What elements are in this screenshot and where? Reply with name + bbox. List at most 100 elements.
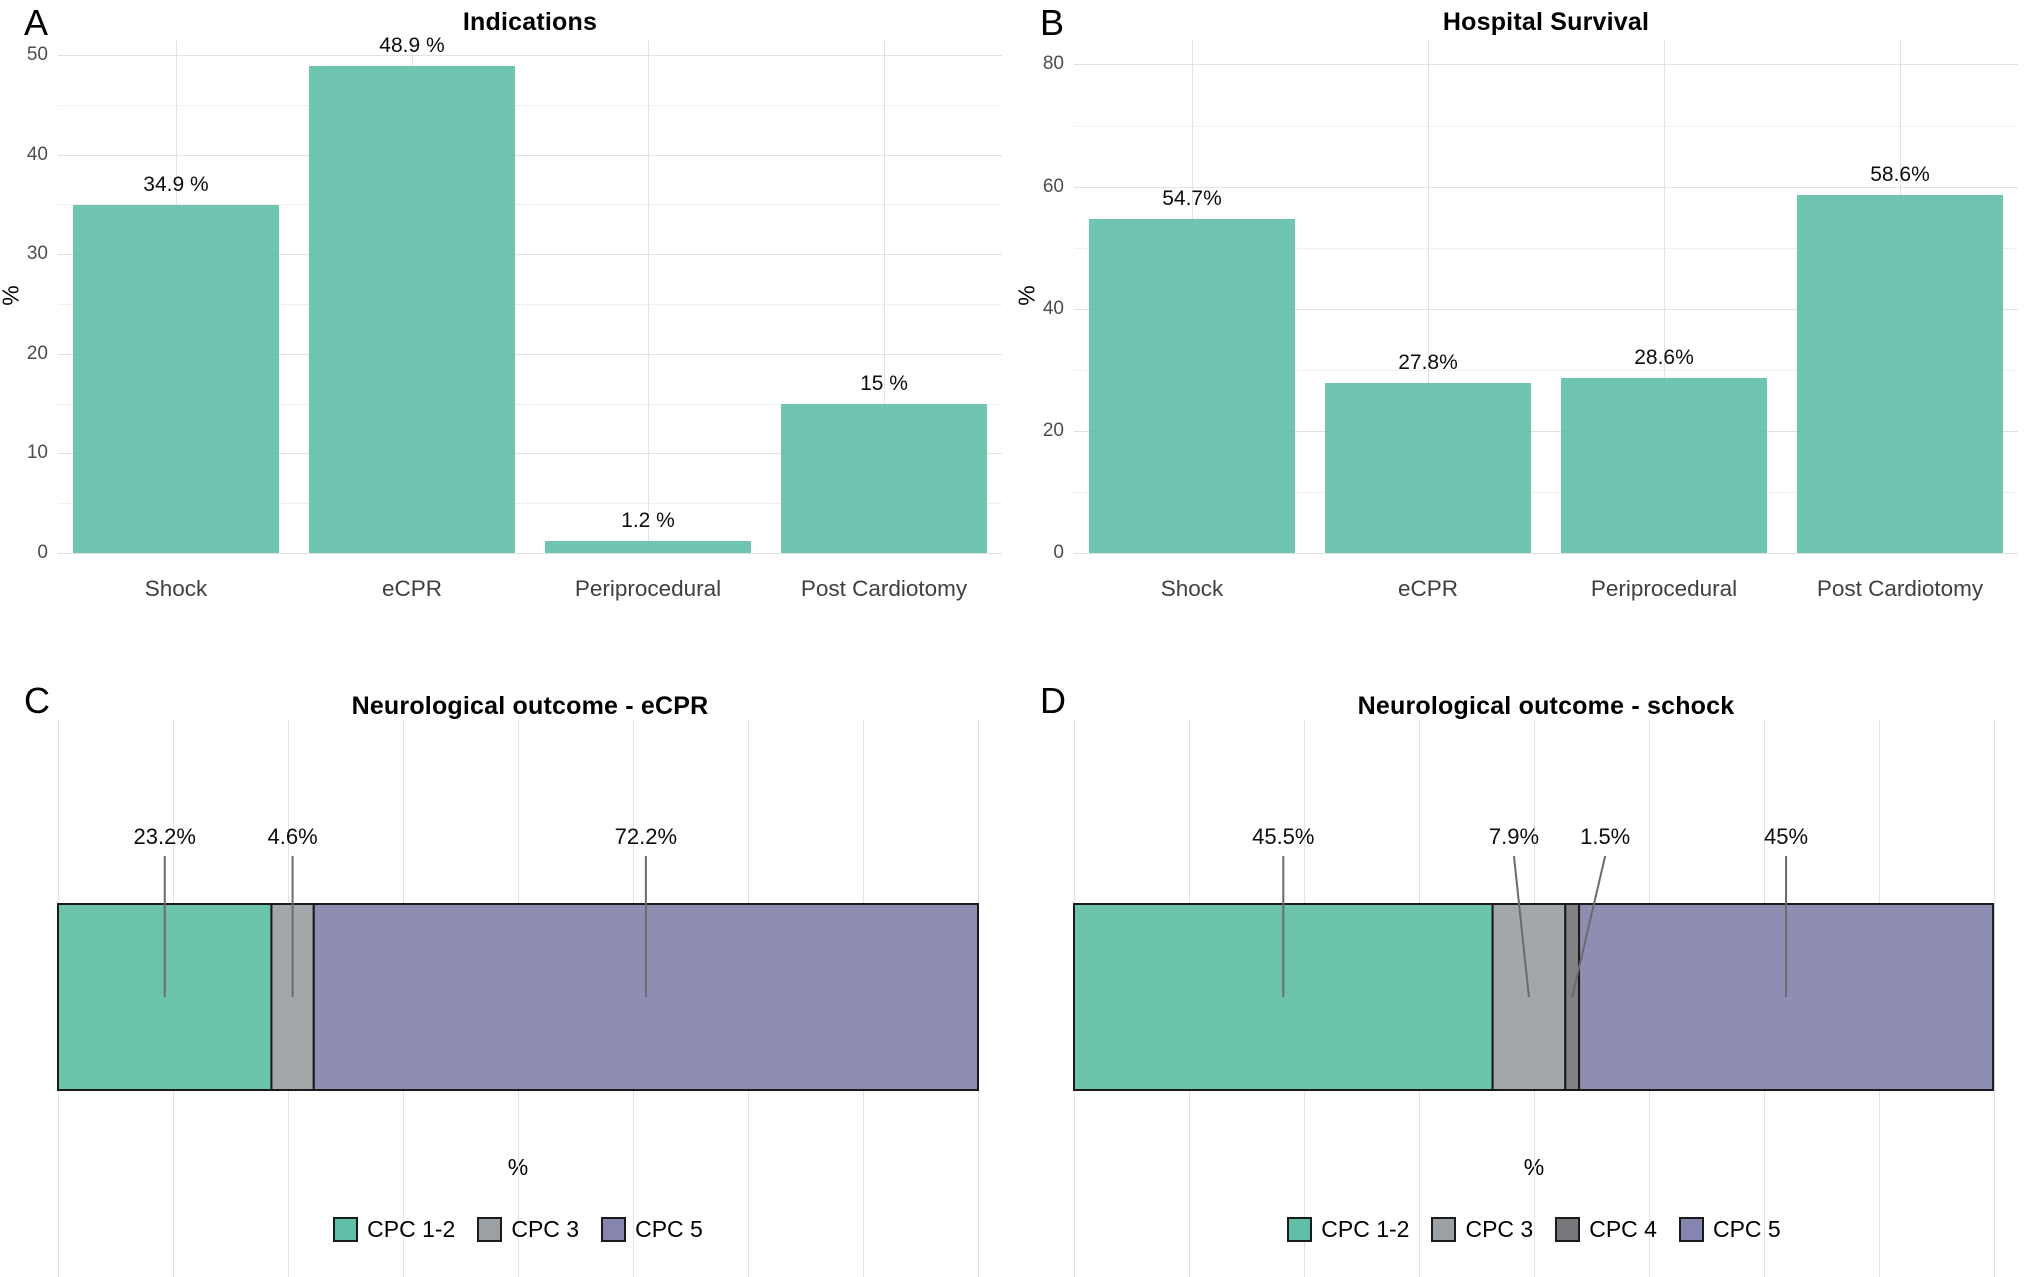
legend-item-cpc-1-2: CPC 1-2 — [333, 1216, 455, 1243]
legend-label: CPC 3 — [511, 1216, 580, 1242]
gridline-major — [58, 553, 1002, 554]
x-category-label: eCPR — [1397, 576, 1459, 601]
bar-post-cardiotomy — [1797, 195, 2003, 553]
chart-title-neuro-ecpr: Neurological outcome - eCPR — [351, 692, 709, 720]
gridline-vertical — [1664, 40, 1665, 553]
legend-key-cpc-3 — [1431, 1217, 1457, 1242]
panel-hospital-survival: B Hospital Survival % 0 20 40 60 80 Shock eCPR… — [1014, 0, 2032, 640]
bar-value-label: 34.9 % — [143, 173, 209, 197]
bar-periprocedural — [545, 541, 751, 553]
y-tick-label: 40 — [26, 143, 48, 165]
bar-value-label: 48.9 % — [379, 33, 445, 57]
gridline-major — [1074, 553, 2018, 554]
gridline-minor — [1074, 369, 2018, 371]
gridline-vertical — [1428, 40, 1429, 553]
bar-value-label: 54.7% — [1162, 186, 1222, 210]
gridline-major — [1074, 186, 2018, 188]
panel-indications: A Indications % 0 10 20 30 40 50 Shock eCPR Peri… — [0, 0, 1016, 640]
legend-label: CPC 5 — [635, 1216, 703, 1242]
label-leader-line — [1512, 855, 1530, 998]
x-category-label: Periprocedural — [1590, 576, 1738, 601]
legend-key-cpc-5 — [1678, 1217, 1704, 1242]
segment-label-cpc-4: 1.5% — [1580, 824, 1631, 849]
gridline-major — [58, 254, 1002, 256]
x-category-label: Shock — [1160, 576, 1224, 601]
legend-item-cpc-3: CPC 3 — [1431, 1216, 1533, 1243]
legend: CPC 1-2 CPC 3 CPC 4 CPC 5 — [1074, 1216, 1994, 1243]
segment-cpc-3 — [1491, 903, 1567, 1091]
x-category-label: Shock — [144, 576, 208, 601]
x-category-label: eCPR — [381, 576, 443, 601]
legend-item-cpc-4: CPC 4 — [1555, 1216, 1657, 1243]
panel-letter-c: C — [24, 680, 50, 721]
bar-ecpr — [1325, 383, 1531, 553]
segment-label-cpc-5: 72.2% — [614, 824, 678, 849]
panel-neuro-outcome-schock: D Neurological outcome - schock % 45.5% 7… — [1016, 640, 2032, 1277]
x-axis-title-c: % — [507, 1154, 529, 1180]
bar-shock — [73, 205, 279, 553]
gridline-minor — [1074, 491, 2018, 493]
legend-key-cpc-1-2 — [333, 1217, 359, 1242]
chart-title-hospital-survival: Hospital Survival — [1442, 8, 1650, 36]
legend-item-cpc-5: CPC 5 — [601, 1216, 703, 1243]
gridline-major — [58, 453, 1002, 455]
gridline-vertical — [648, 40, 649, 553]
y-tick-label: 10 — [26, 442, 48, 464]
gridline-major — [58, 54, 1002, 56]
panel-letter-d: D — [1040, 680, 1066, 721]
chart-title-neuro-schock: Neurological outcome - schock — [1357, 692, 1735, 720]
stacked-bar-svg — [57, 856, 979, 1091]
legend-label: CPC 1-2 — [367, 1216, 456, 1242]
gridline-minor — [58, 204, 1002, 206]
bar-ecpr — [309, 65, 515, 553]
segment-label-cpc-1-2: 23.2% — [133, 824, 196, 849]
legend-item-cpc-5: CPC 5 — [1678, 1216, 1781, 1243]
legend-item-cpc-1-2: CPC 1-2 — [1287, 1216, 1409, 1243]
gridline-minor — [1074, 247, 2018, 249]
panel-letter-b: B — [1040, 2, 1065, 43]
segment-label-cpc-1-2: 45.5% — [1252, 824, 1315, 849]
gridline-minor — [1074, 125, 2018, 127]
panel-letter-a: A — [24, 2, 49, 43]
plot-area-neuro-schock: 45.5% 7.9% 1.5% 45% CPC 1-2 CPC 3 CPC 4 CPC 5 — [1016, 640, 2032, 1277]
legend-item-cpc-3: CPC 3 — [477, 1216, 579, 1243]
gridline-minor — [58, 303, 1002, 305]
gridline-major — [1074, 308, 2018, 310]
x-axis-title-d: % — [1523, 1154, 1545, 1180]
plot-area-hospital-survival: 0 20 40 60 80 Shock eCPR Periprocedural Post Car… — [1016, 0, 2032, 640]
y-tick-label: 40 — [1042, 297, 1064, 319]
plot-area-indications: 0 10 20 30 40 50 Shock eCPR Periprocedural Post C… — [0, 0, 1016, 640]
label-leader-line — [1571, 855, 1607, 998]
bar-value-label: 1.2 % — [621, 509, 675, 533]
gridline-major — [1074, 64, 2018, 66]
y-tick-label: 20 — [1042, 419, 1064, 441]
panel-neuro-outcome-ecpr: C Neurological outcome - eCPR % 23.2% 4.6… — [0, 640, 1016, 1277]
gridline-vertical — [884, 40, 885, 553]
y-tick-label: 20 — [26, 342, 48, 364]
bar-value-label: 58.6% — [1870, 163, 1930, 187]
legend: CPC 1-2 CPC 3 CPC 5 — [58, 1216, 978, 1243]
segment-label-cpc-3: 7.9% — [1488, 824, 1540, 849]
gridline-minor — [58, 403, 1002, 405]
legend-key-cpc-4 — [1555, 1217, 1581, 1242]
x-category-label: Periprocedural — [574, 576, 722, 601]
gridline-minor — [58, 503, 1002, 505]
bar-value-label: 28.6% — [1634, 346, 1694, 370]
legend-key-cpc-5 — [601, 1217, 627, 1242]
stacked-bar-svg — [1073, 855, 1995, 1091]
legend-key-cpc-3 — [477, 1217, 503, 1242]
y-tick-label: 80 — [1042, 53, 1064, 75]
gridline-major — [1074, 430, 2018, 432]
bar-shock — [1089, 218, 1295, 553]
x-category-label: Post Cardiotomy — [800, 576, 968, 601]
y-tick-label: 30 — [26, 243, 48, 265]
bar-post-cardiotomy — [781, 403, 987, 553]
y-tick-label: 50 — [26, 43, 48, 65]
gridline-minor — [58, 104, 1002, 106]
bar-periprocedural — [1561, 378, 1767, 553]
bar-value-label: 27.8% — [1398, 351, 1458, 375]
bar-value-label: 15 % — [860, 371, 908, 395]
y-tick-label: 60 — [1042, 175, 1064, 197]
segment-label-cpc-3: 4.6% — [267, 824, 318, 849]
legend-label: CPC 1-2 — [1321, 1216, 1410, 1242]
